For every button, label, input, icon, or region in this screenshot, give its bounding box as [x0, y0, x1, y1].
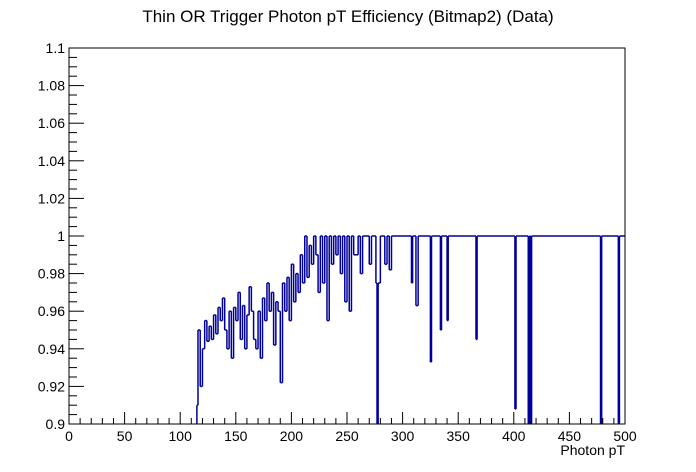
x-tick-label: 100	[169, 428, 193, 444]
x-tick-label: 500	[613, 428, 637, 444]
x-tick-label: 0	[65, 428, 73, 444]
y-tick-label: 1.06	[38, 115, 65, 131]
x-tick-label: 300	[391, 428, 415, 444]
x-tick-label: 400	[502, 428, 526, 444]
y-tick-label: 1.02	[38, 190, 65, 206]
y-tick-label: 0.96	[38, 303, 65, 319]
y-tick-label: 0.94	[38, 341, 65, 357]
y-tick-label: 1.04	[38, 153, 65, 169]
chart-title: Thin OR Trigger Photon pT Efficiency (Bi…	[142, 7, 553, 26]
y-tick-label: 0.92	[38, 378, 65, 394]
x-tick-label: 150	[224, 428, 248, 444]
y-tick-label: 1	[57, 228, 65, 244]
y-tick-label: 1.08	[38, 78, 65, 94]
x-axis-label: Photon pT	[560, 442, 625, 458]
x-tick-label: 250	[335, 428, 359, 444]
y-tick-label: 0.98	[38, 266, 65, 282]
x-tick-label: 450	[558, 428, 582, 444]
plot-area	[196, 235, 625, 424]
y-tick-label: 0.9	[46, 416, 66, 432]
x-tick-label: 50	[117, 428, 133, 444]
x-tick-label: 200	[280, 428, 304, 444]
y-tick-label: 1.1	[46, 40, 66, 56]
x-tick-label: 350	[447, 428, 471, 444]
